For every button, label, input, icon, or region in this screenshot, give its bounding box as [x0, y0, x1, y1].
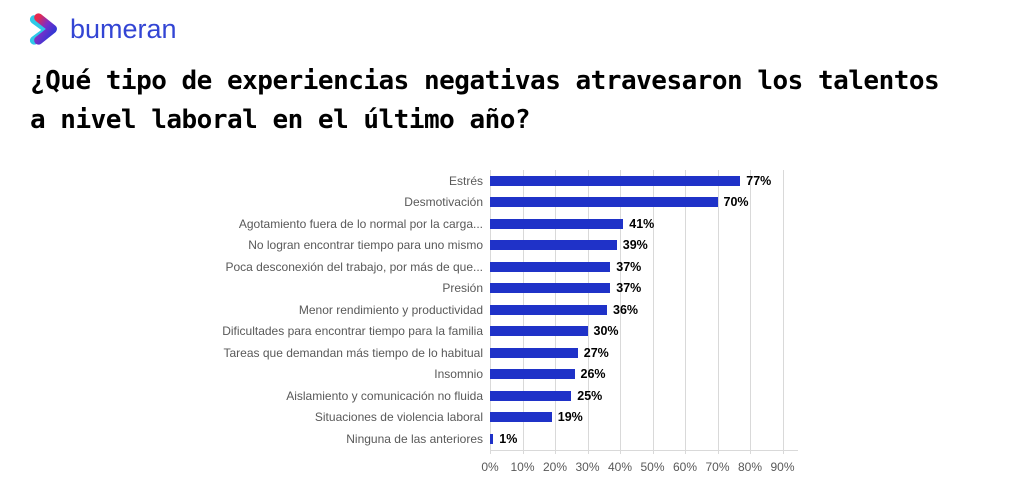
bar-track: 19% [490, 407, 1019, 429]
category-label: Agotamiento fuera de lo normal por la ca… [238, 216, 483, 231]
page-title-line2: a nivel laboral en el último año? [30, 105, 531, 135]
value-label: 30% [593, 324, 619, 339]
chart-row: Insomnio 26% [0, 364, 1019, 386]
page-title: ¿Qué tipo de experiencias negativas atra… [30, 62, 1005, 140]
category-label: No logran encontrar tiempo para uno mism… [248, 238, 483, 253]
chart-row: No logran encontrar tiempo para uno mism… [0, 235, 1019, 257]
value-label: 70% [723, 195, 749, 210]
x-tick-label: 40% [607, 460, 633, 474]
value-label: 39% [622, 238, 648, 253]
value-label: 41% [629, 216, 655, 231]
value-label: 77% [746, 173, 772, 188]
chart-row: Ninguna de las anteriores 1% [0, 428, 1019, 450]
bar [490, 240, 617, 251]
chart-row: Situaciones de violencia laboral 19% [0, 407, 1019, 429]
value-label: 36% [613, 302, 639, 317]
category-label: Estrés [448, 173, 483, 188]
value-label: 37% [616, 281, 642, 296]
gridline [750, 170, 751, 454]
bar [490, 390, 572, 401]
category-label: Tareas que demandan más tiempo de lo hab… [223, 345, 484, 360]
bar-track: 1% [490, 428, 1019, 450]
x-tick-label: 90% [770, 460, 795, 474]
category-label: Ninguna de las anteriores [346, 431, 483, 446]
value-label: 37% [616, 259, 642, 274]
gridline [620, 170, 621, 454]
category-label: Menor rendimiento y productividad [298, 302, 483, 317]
value-label: 1% [499, 431, 518, 446]
bumeran-logo: bumeran [28, 10, 177, 48]
bar [490, 261, 611, 272]
bar [490, 218, 624, 229]
chart-row: Menor rendimiento y productividad 36% [0, 299, 1019, 321]
bar [490, 197, 718, 208]
bar-track: 36% [490, 299, 1019, 321]
bar-track: 37% [490, 256, 1019, 278]
x-tick-label: 60% [672, 460, 698, 474]
chart-row: Estrés 77% [0, 170, 1019, 192]
bar [490, 283, 611, 294]
bar-chart: Estrés 77% Desmotivación 70% Agotamiento fue… [0, 170, 1019, 474]
bar-track: 41% [490, 213, 1019, 235]
category-label: Desmotivación [404, 195, 483, 210]
bar-track: 77% [490, 170, 1019, 192]
value-label: 19% [557, 410, 583, 425]
chart-rows: Estrés 77% Desmotivación 70% Agotamiento fue… [0, 170, 1019, 450]
bar [490, 175, 741, 186]
bar-track: 27% [490, 342, 1019, 364]
bar [490, 412, 552, 423]
bar [490, 369, 575, 380]
x-tick-label: 70% [705, 460, 730, 474]
bar-track: 70% [490, 192, 1019, 214]
value-label: 27% [583, 345, 609, 360]
x-tick-label: 50% [640, 460, 665, 474]
chart-row: Dificultades para encontrar tiempo para … [0, 321, 1019, 343]
bar-track: 39% [490, 235, 1019, 257]
chart-row: Aislamiento y comunicación no fluida 25% [0, 385, 1019, 407]
bar [490, 304, 607, 315]
category-label: Insomnio [434, 367, 483, 382]
category-label: Dificultades para encontrar tiempo para … [222, 324, 483, 339]
page-title-line1: ¿Qué tipo de experiencias negativas atra… [30, 66, 940, 96]
x-tick-label: 30% [575, 460, 600, 474]
x-tick-label: 10% [510, 460, 535, 474]
x-tick-label: 20% [542, 460, 568, 474]
category-label: Presión [442, 281, 483, 296]
bumeran-logo-text: bumeran [70, 13, 177, 44]
chart-row: Agotamiento fuera de lo normal por la ca… [0, 213, 1019, 235]
bar [490, 433, 494, 444]
chart-x-axis: 0% 10% 20% 30% 40% 50% 60% 70% 80% 90% [481, 460, 798, 476]
gridline [685, 170, 686, 454]
gridline [652, 170, 654, 454]
bar-track: 25% [490, 385, 1019, 407]
gridline [717, 170, 719, 454]
x-tick-label: 0% [481, 460, 499, 474]
bumeran-chevron-icon [29, 13, 57, 45]
category-label: Situaciones de violencia laboral [314, 410, 483, 425]
bar-track: 26% [490, 364, 1019, 386]
x-tick-label: 80% [737, 460, 763, 474]
chart-row: Tareas que demandan más tiempo de lo hab… [0, 342, 1019, 364]
value-label: 25% [577, 388, 603, 403]
bar [490, 347, 578, 358]
category-label: Aislamiento y comunicación no fluida [286, 388, 483, 403]
value-label: 26% [580, 367, 606, 382]
bar-track: 37% [490, 278, 1019, 300]
bar [490, 326, 588, 337]
category-label: Poca desconexión del trabajo, por más de… [225, 259, 484, 274]
chart-row: Desmotivación 70% [0, 192, 1019, 214]
chart-row: Poca desconexión del trabajo, por más de… [0, 256, 1019, 278]
chart-row: Presión 37% [0, 278, 1019, 300]
gridline [782, 170, 784, 454]
bar-track: 30% [490, 321, 1019, 343]
